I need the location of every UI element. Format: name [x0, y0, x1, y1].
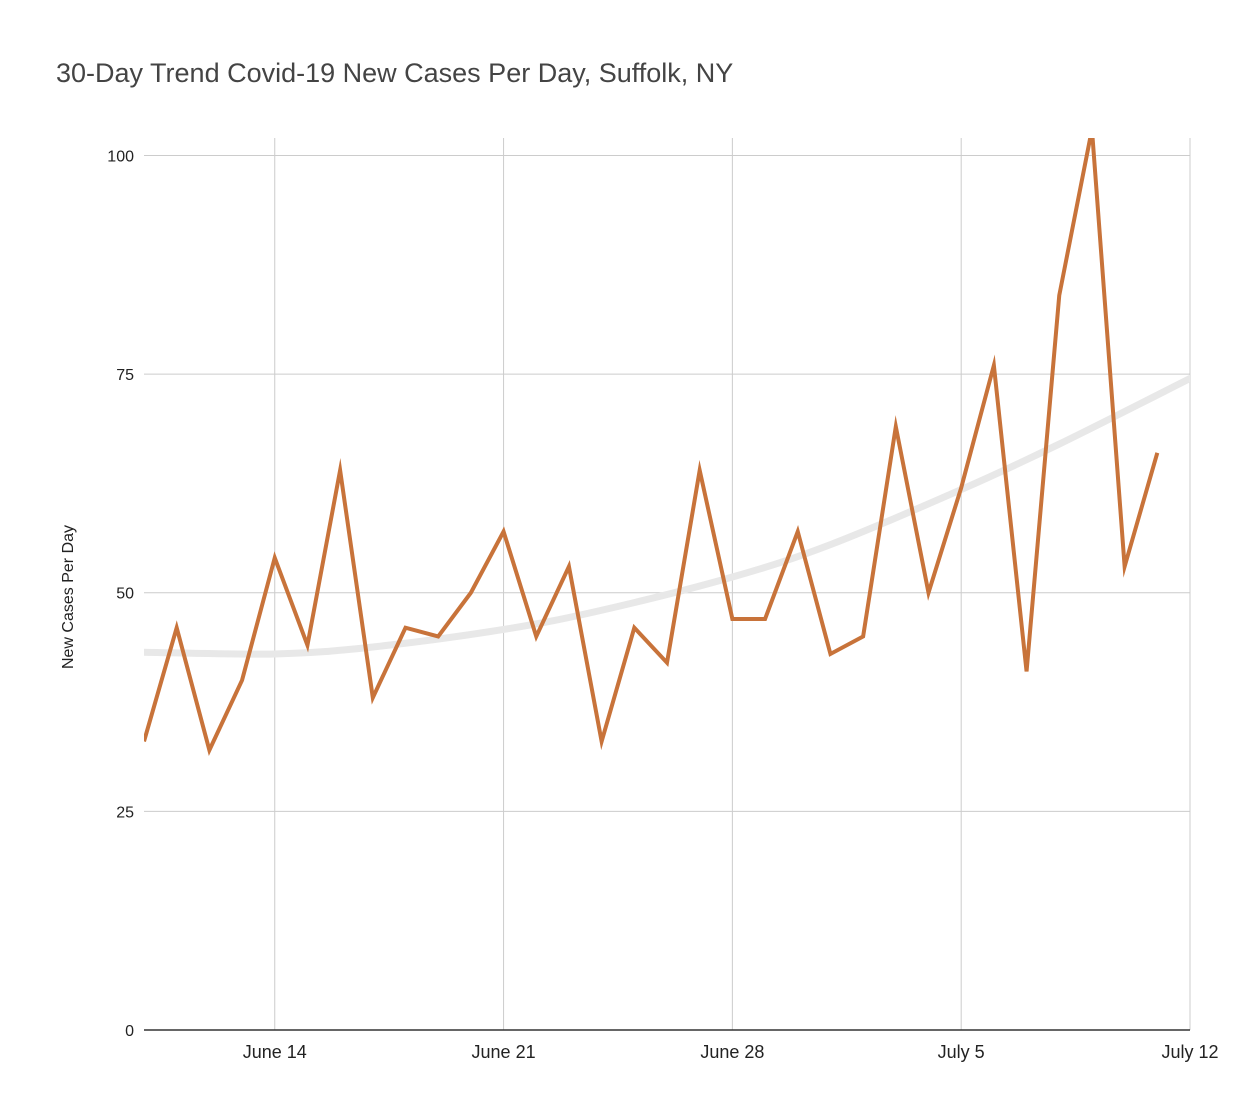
- y-tick-label: 75: [116, 367, 134, 384]
- x-tick-label: June 21: [472, 1042, 536, 1062]
- series-line-new-cases: [144, 138, 1160, 756]
- chart-title: 30-Day Trend Covid-19 New Cases Per Day,…: [56, 58, 734, 88]
- series-layer: [144, 138, 1190, 756]
- y-tick-label: 25: [116, 804, 134, 821]
- y-tick-label: 0: [125, 1023, 134, 1040]
- trendline: [144, 374, 1190, 658]
- tick-labels: 0 25 50 75 100 June 14 June 21 June 28 July 5 Jul…: [107, 148, 1218, 1062]
- x-tick-label: July 12: [1161, 1042, 1218, 1062]
- x-tick-label: June 28: [700, 1042, 764, 1062]
- y-tick-label: 50: [116, 586, 134, 603]
- y-tick-label: 100: [107, 148, 134, 165]
- x-tick-label: July 5: [938, 1042, 985, 1062]
- x-tick-label: June 14: [243, 1042, 307, 1062]
- y-axis-title: New Cases Per Day: [60, 525, 77, 669]
